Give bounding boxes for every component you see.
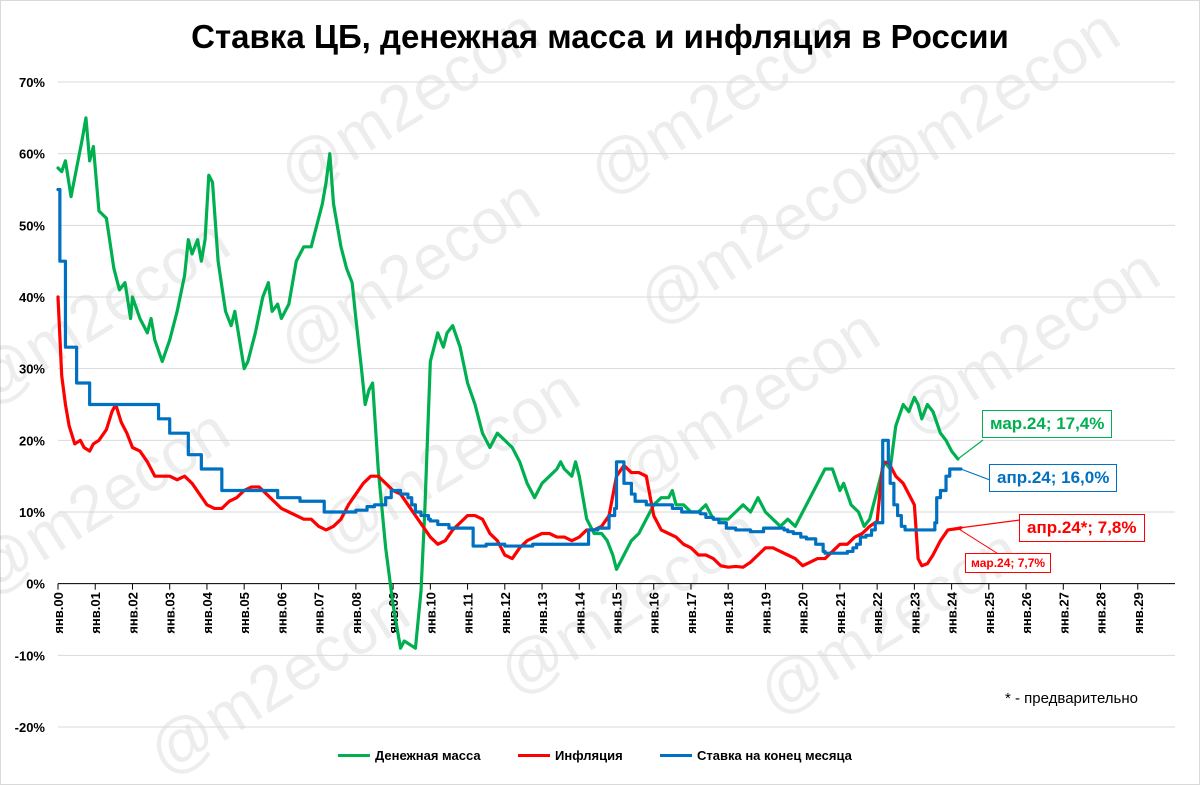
y-tick-label: 40%	[19, 290, 45, 305]
x-tick-label: янв.18	[721, 592, 736, 634]
x-tick-label: янв.20	[796, 592, 811, 634]
x-tick-label: янв.04	[200, 591, 215, 633]
x-tick-label: янв.05	[237, 592, 252, 634]
x-tick-label: янв.07	[312, 592, 327, 634]
annotation-connectors	[957, 439, 1021, 556]
x-tick-label: янв.16	[647, 592, 662, 634]
connector-rate	[960, 468, 991, 481]
annotation-money-supply: мар.24; 17,4%	[982, 410, 1113, 438]
x-tick-label: янв.12	[498, 592, 513, 634]
watermark-layer: @m2econ @m2econ@m2econ@m2econ @m2econ @m2ec…	[0, 0, 1172, 785]
annotation-inflation: апр.24*; 7,8%	[1019, 514, 1145, 542]
x-tick-label: янв.02	[125, 592, 140, 634]
y-tick-label: 0%	[26, 577, 45, 592]
y-tick-label: 50%	[19, 218, 45, 233]
x-tick-label: янв.23	[907, 592, 922, 634]
x-tick-label: янв.27	[1056, 592, 1071, 634]
connector-inflation-previous	[957, 528, 1001, 556]
x-tick-label: янв.24	[945, 591, 960, 633]
y-tick-label: -10%	[15, 648, 46, 663]
x-tick-label: янв.28	[1094, 592, 1109, 634]
x-tick-label: янв.10	[423, 592, 438, 634]
x-tick-label: янв.25	[982, 592, 997, 634]
watermark-text: @m2econ	[605, 293, 891, 509]
y-tick-label: 60%	[19, 147, 45, 162]
x-tick-label: янв.06	[274, 592, 289, 634]
y-axis-ticks: -20% -10% 0% 10% 20% 30% 40% 50% 60% 70%	[15, 75, 46, 735]
gridlines	[58, 81, 1175, 728]
x-tick-label: янв.01	[88, 592, 103, 634]
y-tick-label: 30%	[19, 362, 45, 377]
x-tick-label: янв.08	[349, 592, 364, 634]
connector-inflation	[960, 519, 1021, 529]
x-tick-label: янв.15	[610, 592, 625, 634]
legend-swatch-rate	[660, 754, 692, 757]
annotation-key-rate: апр.24; 16,0%	[989, 464, 1118, 492]
x-tick-label: янв.22	[870, 592, 885, 634]
legend-item-money: Денежная масса	[338, 748, 481, 763]
series-line-rate	[56, 187, 963, 555]
annotation-inflation-previous: мар.24; 7,7%	[965, 553, 1052, 573]
series-line-inflation	[56, 295, 963, 569]
x-tick-label: янв.00	[51, 592, 66, 634]
legend-label-rate: Ставка на конец месяца	[697, 748, 852, 763]
x-tick-label: янв.13	[535, 592, 550, 634]
series-layer	[56, 116, 963, 650]
legend-swatch-inflation	[518, 754, 550, 757]
x-axis	[57, 583, 1175, 590]
chart-title: Ставка ЦБ, денежная масса и инфляция в Р…	[191, 18, 1009, 55]
x-tick-label: янв.21	[833, 592, 848, 634]
series-line-money	[56, 116, 960, 650]
legend-swatch-money	[338, 754, 370, 757]
y-tick-label: 20%	[19, 433, 45, 448]
footnote: * - предварительно	[1005, 690, 1139, 707]
legend-label-money: Денежная масса	[375, 748, 481, 763]
x-tick-label: янв.11	[461, 593, 476, 634]
legend-item-rate: Ставка на конец месяца	[660, 748, 852, 763]
x-tick-label: янв.26	[1019, 592, 1034, 634]
y-tick-label: 10%	[19, 505, 45, 520]
x-tick-label: янв.14	[572, 591, 587, 633]
x-tick-label: янв.29	[1131, 592, 1146, 634]
y-tick-label: 70%	[19, 75, 45, 90]
legend-item-inflation: Инфляция	[518, 748, 623, 763]
x-tick-label: янв.19	[758, 592, 773, 634]
x-tick-label: янв.17	[684, 592, 699, 634]
connector-money	[957, 439, 984, 460]
x-tick-label: янв.03	[163, 592, 178, 634]
legend: Денежная масса Инфляция Ставка на конец …	[0, 748, 1200, 772]
legend-label-inflation: Инфляция	[555, 748, 623, 763]
y-tick-label: -20%	[15, 720, 46, 735]
